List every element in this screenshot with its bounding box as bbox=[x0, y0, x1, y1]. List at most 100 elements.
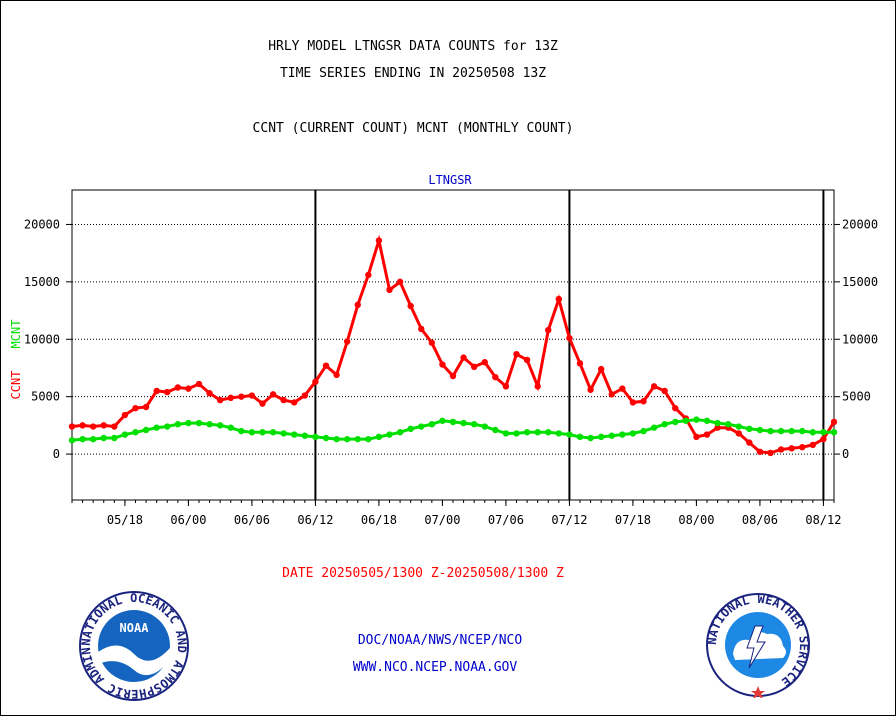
data-point-mcnt bbox=[185, 419, 192, 427]
data-point-ccnt bbox=[661, 387, 668, 395]
data-point-ccnt bbox=[238, 393, 245, 400]
data-point-ccnt bbox=[629, 399, 637, 406]
data-point-mcnt bbox=[449, 418, 457, 426]
data-point-ccnt bbox=[206, 390, 213, 397]
data-point-ccnt bbox=[185, 385, 192, 392]
data-point-ccnt bbox=[619, 385, 626, 392]
data-point-ccnt bbox=[449, 372, 457, 380]
data-point-ccnt bbox=[216, 396, 224, 404]
x-tick-label: 07/00 bbox=[424, 513, 460, 527]
x-tick-label: 07/18 bbox=[615, 513, 651, 527]
data-point-ccnt bbox=[460, 354, 467, 361]
data-point-mcnt bbox=[767, 427, 774, 435]
data-point-mcnt bbox=[428, 421, 436, 428]
data-point-ccnt bbox=[756, 448, 764, 455]
data-point-mcnt bbox=[746, 425, 753, 433]
data-point-ccnt bbox=[386, 286, 393, 294]
data-point-mcnt bbox=[619, 431, 626, 438]
chart-subtitle: CCNT (CURRENT COUNT) MCNT (MONTHLY COUNT… bbox=[252, 121, 574, 136]
data-point-ccnt bbox=[89, 423, 97, 430]
data-point-ccnt bbox=[767, 449, 774, 457]
series-mcnt bbox=[68, 416, 838, 444]
data-point-ccnt bbox=[502, 383, 510, 390]
data-point-mcnt bbox=[502, 430, 510, 437]
data-point-ccnt bbox=[788, 445, 795, 452]
data-point-mcnt bbox=[301, 432, 309, 439]
y-axis-label-ccnt: CCNT bbox=[9, 371, 23, 400]
chart-title-line1: HRLY MODEL LTNGSR DATA COUNTS for 13Z bbox=[268, 39, 558, 54]
data-point-mcnt bbox=[259, 429, 266, 436]
data-point-mcnt bbox=[629, 430, 637, 437]
data-point-mcnt bbox=[513, 430, 520, 437]
data-point-ccnt bbox=[164, 388, 171, 396]
data-point-mcnt bbox=[756, 426, 764, 434]
data-point-ccnt bbox=[354, 301, 361, 309]
data-point-mcnt bbox=[534, 429, 541, 436]
grid-layer bbox=[72, 190, 834, 500]
data-point-ccnt bbox=[672, 404, 679, 412]
data-point-mcnt bbox=[164, 423, 171, 430]
data-point-mcnt bbox=[830, 429, 838, 436]
y-axis-label-mcnt: MCNT bbox=[9, 320, 23, 349]
y-tick-label-right: 10000 bbox=[842, 332, 878, 346]
y-tick-label: 0 bbox=[53, 447, 60, 461]
data-point-mcnt bbox=[608, 432, 615, 439]
data-point-ccnt bbox=[693, 433, 700, 441]
data-point-ccnt bbox=[418, 325, 425, 333]
data-point-mcnt bbox=[269, 429, 277, 436]
data-point-mcnt bbox=[79, 435, 86, 443]
data-point-mcnt bbox=[481, 423, 488, 430]
data-point-ccnt bbox=[714, 424, 721, 431]
y-tick-label: 5000 bbox=[31, 390, 60, 404]
data-point-mcnt bbox=[650, 424, 658, 431]
x-tick-label: 08/06 bbox=[742, 513, 778, 527]
data-point-mcnt bbox=[291, 431, 298, 438]
data-point-mcnt bbox=[545, 429, 552, 436]
y-tick-label: 15000 bbox=[24, 275, 60, 289]
data-point-mcnt bbox=[322, 434, 330, 442]
data-point-ccnt bbox=[809, 441, 817, 449]
data-point-mcnt bbox=[523, 429, 531, 436]
data-point-mcnt bbox=[661, 421, 668, 428]
data-point-mcnt bbox=[672, 418, 679, 426]
org-url-link[interactable]: WWW.NCO.NCEP.NOAA.GOV bbox=[352, 660, 518, 675]
data-point-ccnt bbox=[830, 418, 838, 426]
data-point-ccnt bbox=[407, 302, 414, 310]
data-point-mcnt bbox=[111, 434, 118, 442]
data-point-ccnt bbox=[375, 237, 383, 244]
data-point-ccnt bbox=[576, 360, 584, 367]
data-point-ccnt bbox=[227, 394, 234, 402]
data-point-ccnt bbox=[100, 422, 107, 429]
plot-area bbox=[71, 189, 835, 501]
data-point-mcnt bbox=[492, 426, 499, 434]
nws-logo: NATIONAL WEATHER SERVICE bbox=[705, 592, 811, 698]
data-point-ccnt bbox=[322, 362, 330, 369]
data-point-mcnt bbox=[216, 422, 224, 429]
data-point-ccnt bbox=[513, 350, 520, 358]
data-point-mcnt bbox=[799, 427, 806, 435]
data-point-mcnt bbox=[142, 426, 150, 434]
data-point-mcnt bbox=[555, 430, 563, 437]
series-layer bbox=[68, 234, 838, 457]
data-point-ccnt bbox=[820, 435, 827, 443]
data-point-ccnt bbox=[650, 383, 658, 390]
data-point-ccnt bbox=[121, 411, 129, 419]
data-point-mcnt bbox=[89, 435, 97, 443]
data-point-ccnt bbox=[174, 384, 182, 391]
data-point-ccnt bbox=[439, 361, 446, 368]
data-point-mcnt bbox=[333, 435, 340, 443]
data-point-ccnt bbox=[396, 278, 404, 286]
data-point-ccnt bbox=[555, 295, 563, 303]
noaa-logo: NATIONAL OCEANIC AND ATMOSPHERIC ADMINIS… bbox=[78, 590, 189, 701]
data-point-mcnt bbox=[248, 429, 256, 436]
data-point-mcnt bbox=[407, 425, 414, 433]
data-point-ccnt bbox=[291, 399, 298, 406]
x-tick-label: 06/12 bbox=[297, 513, 333, 527]
data-point-ccnt bbox=[280, 396, 287, 404]
data-point-mcnt bbox=[365, 435, 372, 443]
data-point-ccnt bbox=[746, 439, 753, 446]
data-point-mcnt bbox=[788, 427, 795, 435]
data-point-mcnt bbox=[470, 421, 478, 428]
x-tick-label: 06/06 bbox=[234, 513, 270, 527]
